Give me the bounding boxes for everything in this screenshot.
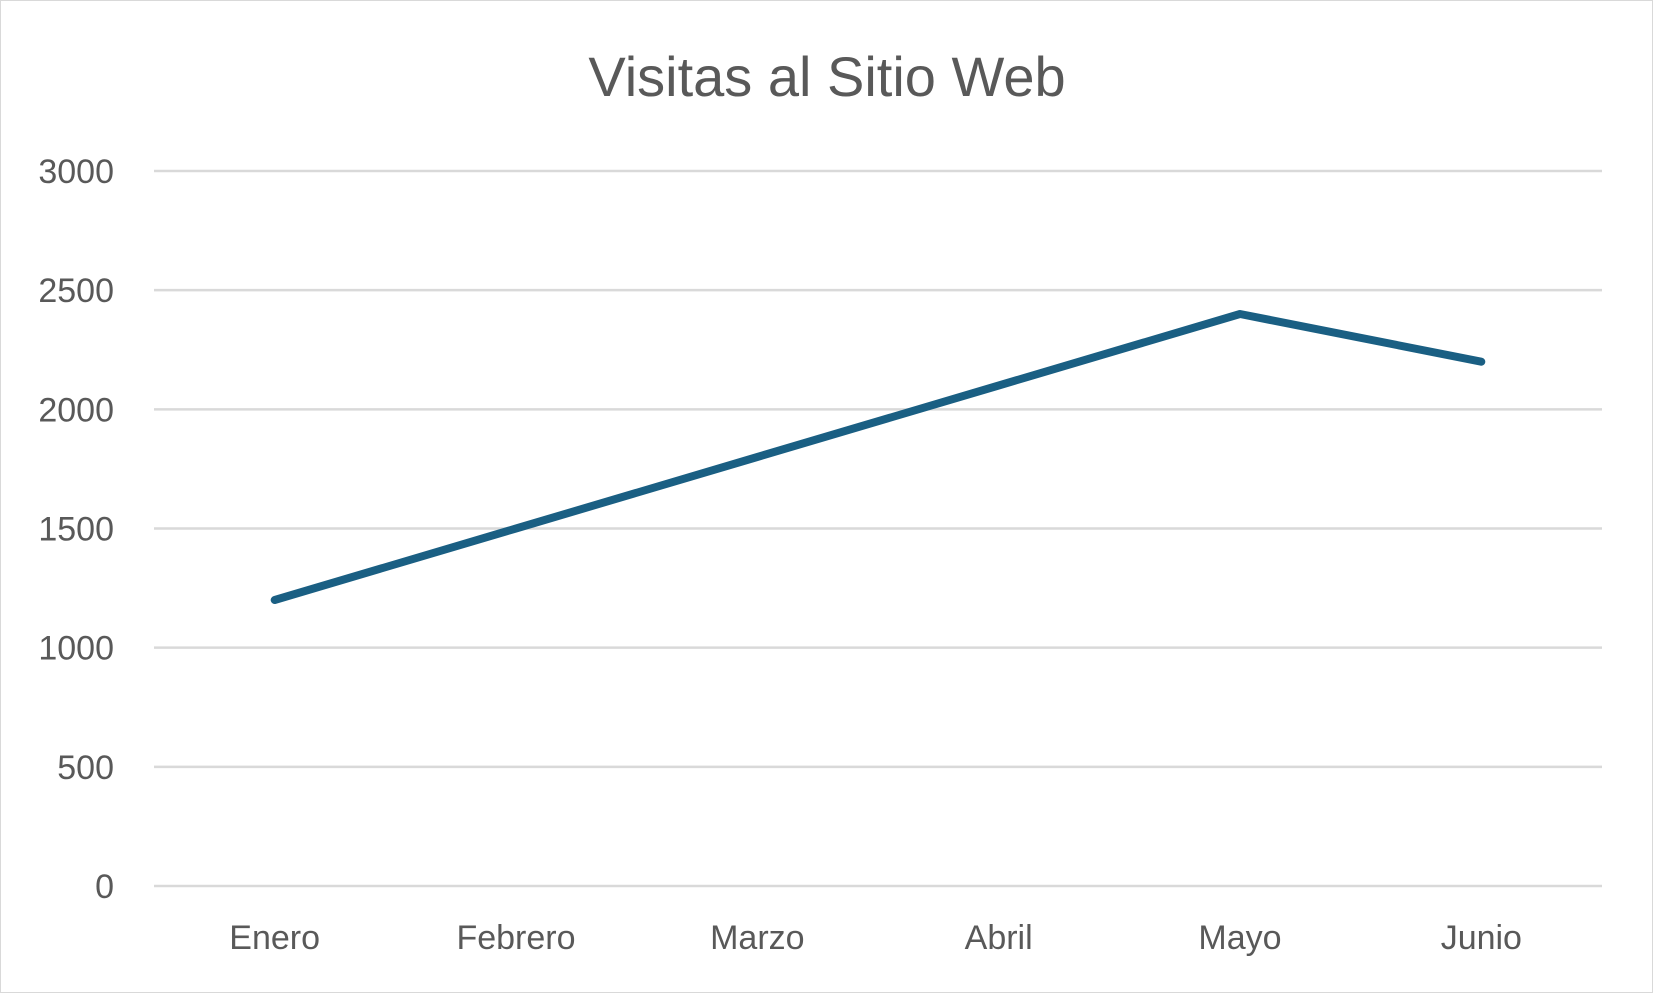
x-tick-label: Mayo — [1198, 919, 1281, 957]
y-tick-label: 1000 — [38, 630, 114, 668]
y-tick-label: 1500 — [38, 511, 114, 549]
y-tick-label: 500 — [57, 749, 114, 787]
y-tick-label: 2500 — [38, 272, 114, 310]
x-tick-label: Marzo — [710, 919, 804, 957]
chart-title: Visitas al Sitio Web — [588, 45, 1065, 108]
x-tick-label: Enero — [229, 919, 320, 957]
series-line — [275, 314, 1482, 600]
x-axis-ticks: Enero Febrero Marzo Abril Mayo Junio — [229, 919, 1522, 957]
y-tick-label: 3000 — [38, 153, 114, 191]
x-tick-label: Junio — [1441, 919, 1522, 957]
y-tick-label: 0 — [95, 868, 114, 906]
y-tick-label: 2000 — [38, 391, 114, 429]
x-tick-label: Febrero — [456, 919, 575, 957]
y-axis-ticks: 0 500 1000 1500 2000 2500 3000 — [38, 153, 114, 906]
series-group — [275, 314, 1482, 600]
x-tick-label: Abril — [965, 919, 1033, 957]
gridlines — [154, 171, 1602, 886]
